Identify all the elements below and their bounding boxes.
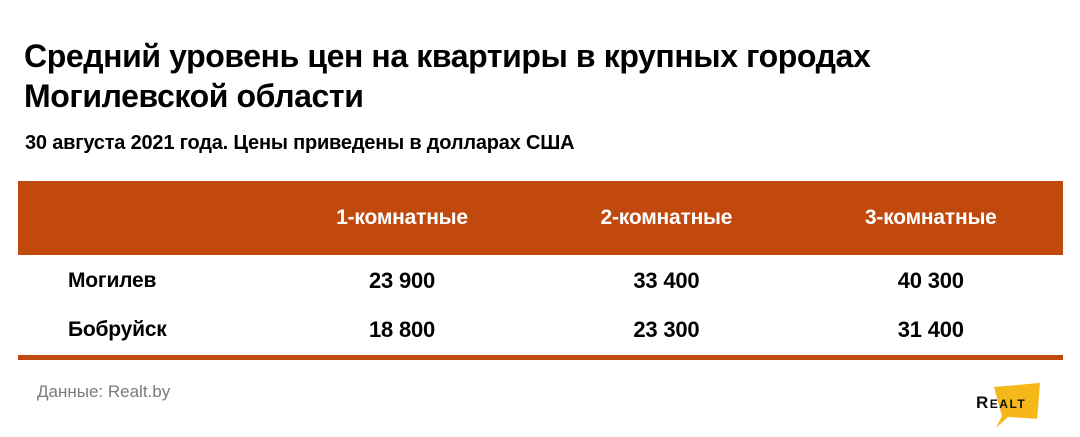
page-title: Средний уровень цен на квартиры в крупны… [24,38,871,114]
column-header-3-room: 3-комнатные [798,181,1063,255]
table-header-row: 1-комнатные 2-комнатные 3-комнатные [18,181,1063,255]
price-cell: 23 900 [368,267,436,293]
column-header-2-room: 2-комнатные [534,181,799,255]
column-header-1-room: 1-комнатные [269,181,535,255]
price-table: 1-комнатные 2-комнатные 3-комнатные Моги… [18,181,1063,360]
price-cell: 40 300 [897,267,964,293]
city-label: Бобруйск [68,318,167,342]
table-row-mogilev: Могилев 23 900 33 400 40 300 [18,255,1063,306]
logo-text: Realt [976,393,1027,412]
subtitle: 30 августа 2021 года. Цены приведены в д… [25,132,575,154]
corner-cell [18,181,270,255]
price-cell: 23 300 [633,317,700,343]
price-cell: 33 400 [633,267,700,293]
city-label: Могилев [68,268,157,292]
price-cell: 18 800 [368,317,436,343]
table-row-bobruisk: Бобруйск 18 800 23 300 31 400 [18,306,1063,357]
realt-logo: Realt [976,380,1050,430]
source-note: Данные: Realt.by [37,382,171,401]
price-cell: 31 400 [897,317,964,343]
